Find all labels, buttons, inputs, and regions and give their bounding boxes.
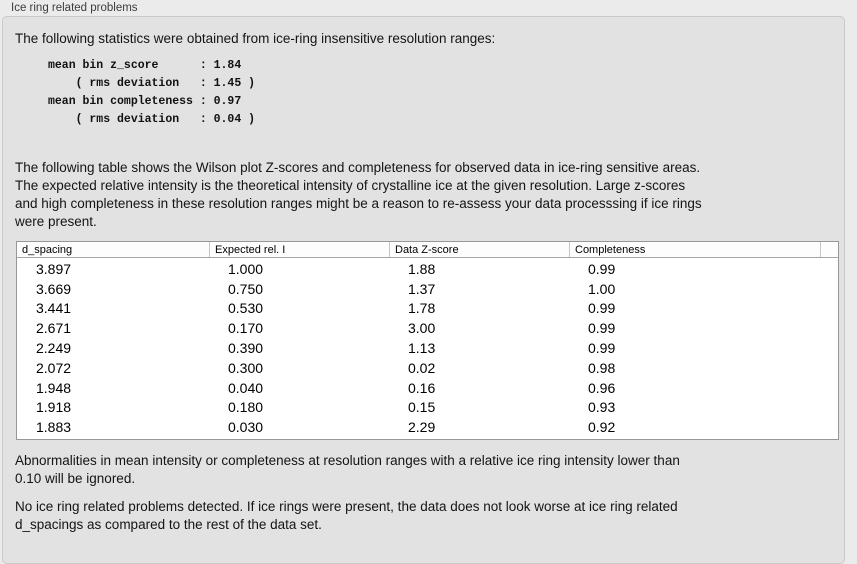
table-cell: 0.92	[588, 419, 616, 436]
table-row[interactable]: 3.441 0.530 1.78 0.99	[17, 299, 838, 319]
table-cell: 0.02	[408, 359, 436, 376]
intro-text: The following statistics were obtained f…	[15, 31, 496, 46]
column-header-filler	[820, 242, 838, 257]
table-cell: 0.96	[588, 379, 616, 396]
group-title: Ice ring related problems	[11, 2, 138, 14]
ice-ring-groupbox: The following statistics were obtained f…	[2, 16, 845, 564]
table-cell: 1.78	[408, 300, 436, 317]
table-row[interactable]: 3.897 1.000 1.88 0.99	[17, 259, 838, 279]
table-row[interactable]: 1.918 0.180 0.15 0.93	[17, 398, 838, 418]
ice-ring-table[interactable]: d_spacing Expected rel. I Data Z-score C…	[16, 241, 839, 441]
table-cell: 0.93	[588, 399, 616, 416]
table-cell: 2.671	[36, 320, 72, 337]
column-header-d-spacing[interactable]: d_spacing	[22, 243, 73, 256]
table-row[interactable]: 2.072 0.300 0.02 0.98	[17, 358, 838, 378]
table-cell: 0.16	[408, 379, 436, 396]
conclusion-text: No ice ring related problems detected. I…	[15, 499, 678, 533]
table-row[interactable]: 2.249 0.390 1.13 0.99	[17, 338, 838, 358]
table-cell: 0.390	[228, 340, 264, 357]
table-row[interactable]: 2.671 0.170 3.00 0.99	[17, 318, 838, 338]
description-text: The following table shows the Wilson plo…	[15, 160, 702, 229]
table-row[interactable]: 3.669 0.750 1.37 1.00	[17, 279, 838, 299]
table-cell: 0.530	[228, 300, 264, 317]
table-cell: 1.948	[36, 379, 72, 396]
table-header-row: d_spacing Expected rel. I Data Z-score C…	[17, 242, 838, 258]
table-cell: 0.750	[228, 280, 264, 297]
table-cell: 0.99	[588, 260, 616, 277]
table-cell: 1.883	[36, 419, 72, 436]
table-cell: 0.99	[588, 340, 616, 357]
table-cell: 0.300	[228, 359, 264, 376]
table-cell: 1.37	[408, 280, 436, 297]
table-row[interactable]: 1.883 0.030 2.29 0.92	[17, 417, 838, 437]
table-cell: 2.249	[36, 340, 72, 357]
column-header-expected-rel-i[interactable]: Expected rel. I	[209, 242, 389, 257]
table-cell: 3.00	[408, 320, 436, 337]
column-header-data-z-score[interactable]: Data Z-score	[389, 242, 569, 257]
table-cell: 1.00	[588, 280, 616, 297]
table-body: 3.897 1.000 1.88 0.99 3.669 0.750 1.37 1.00 3.44…	[17, 258, 838, 439]
table-cell: 0.180	[228, 399, 264, 416]
table-cell: 1.000	[228, 260, 264, 277]
table-cell: 1.88	[408, 260, 436, 277]
table-cell: 2.072	[36, 359, 72, 376]
table-cell: 3.441	[36, 300, 72, 317]
table-cell: 0.030	[228, 419, 264, 436]
table-cell: 3.897	[36, 260, 72, 277]
table-cell: 0.99	[588, 300, 616, 317]
table-cell: 0.170	[228, 320, 264, 337]
column-header-completeness[interactable]: Completeness	[569, 242, 820, 257]
table-cell: 0.99	[588, 320, 616, 337]
stats-block: mean bin z_score : 1.84 ( rms deviation …	[48, 59, 256, 126]
ignore-note-text: Abnormalities in mean intensity or compl…	[15, 453, 680, 487]
table-cell: 0.040	[228, 379, 264, 396]
table-row[interactable]: 1.948 0.040 0.16 0.96	[17, 378, 838, 398]
table-cell: 0.15	[408, 399, 436, 416]
table-cell: 1.918	[36, 399, 72, 416]
table-cell: 2.29	[408, 419, 436, 436]
table-cell: 3.669	[36, 280, 72, 297]
table-cell: 1.13	[408, 340, 436, 357]
table-cell: 0.98	[588, 359, 616, 376]
